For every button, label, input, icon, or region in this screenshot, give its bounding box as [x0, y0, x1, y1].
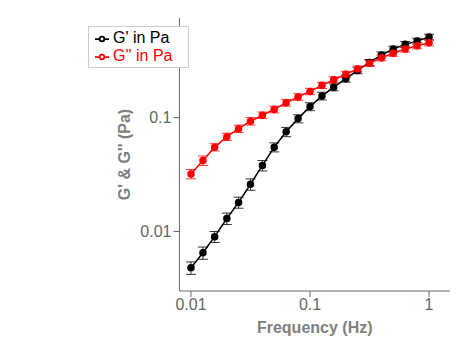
svg-text:G' & G'' (Pa): G' & G'' (Pa) — [116, 109, 133, 200]
html-text:G'' in Pa: G'' in Pa — [113, 47, 173, 64]
svg-text:0.01: 0.01 — [175, 296, 206, 313]
svg-text:0.1: 0.1 — [149, 109, 171, 126]
svg-text:0.1: 0.1 — [299, 296, 321, 313]
svg-text:0.01: 0.01 — [140, 223, 171, 240]
html-text:G' in Pa: G' in Pa — [113, 29, 170, 46]
svg-text:1: 1 — [425, 296, 434, 313]
svg-text:Frequency (Hz): Frequency (Hz) — [257, 319, 373, 336]
